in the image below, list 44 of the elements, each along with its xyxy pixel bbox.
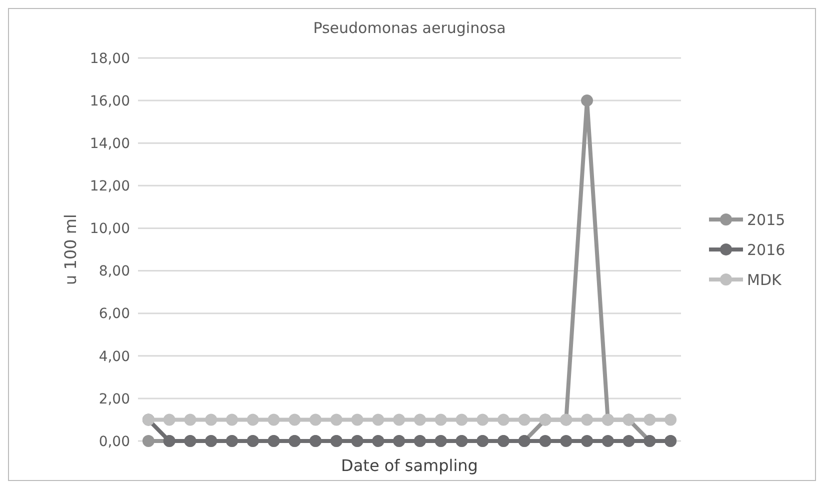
point [581,435,594,447]
y-tick-label: 10,00 [90,221,130,238]
point [351,414,364,426]
point [602,435,614,447]
legend-label: 2016 [747,240,786,259]
point [539,435,552,447]
y-tick-label: 6,00 [98,306,130,322]
y-tick-label: 2,00 [98,391,130,408]
point [414,414,426,426]
y-tick-label: 8,00 [98,264,130,280]
y-axis-title: u 100 ml [61,214,80,285]
point [518,414,530,426]
point [142,435,154,447]
chart-title: Pseudomonas aeruginosa [313,19,506,37]
point [163,414,176,426]
point [184,414,196,426]
y-tick-label: 4,00 [98,348,130,365]
point [393,414,406,426]
point [581,414,594,426]
y-tick-label: 16,00 [90,93,130,110]
y-tick-label: 14,00 [90,136,130,152]
y-tick-label: 0,00 [98,434,130,450]
point [664,414,677,426]
legend-label: MDK [747,270,782,289]
point [205,414,218,426]
y-tick-label: 18,00 [90,50,130,67]
point [226,414,238,426]
point [434,414,447,426]
point [622,435,635,447]
point [372,414,384,426]
point [560,435,572,447]
point [330,414,342,426]
x-axis-title: Date of sampling [341,456,478,475]
point [476,414,489,426]
point [456,414,468,426]
point [497,414,510,426]
legend-label: 2015 [747,210,786,229]
point [246,414,259,426]
point [644,414,656,426]
y-tick-label: 12,00 [90,178,130,195]
point [310,414,322,426]
point [581,94,594,107]
point [288,414,301,426]
point [268,414,280,426]
